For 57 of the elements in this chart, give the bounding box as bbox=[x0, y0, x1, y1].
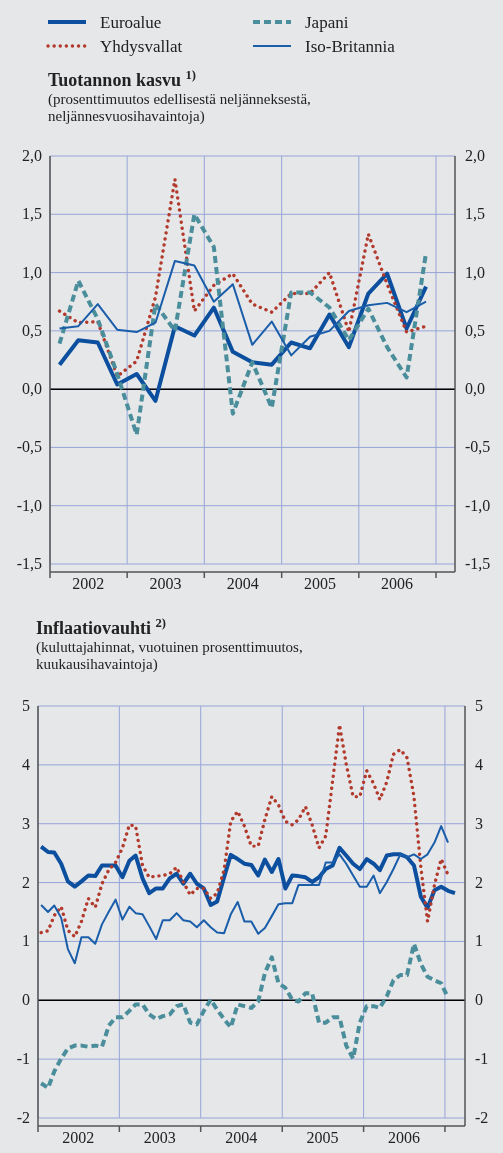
line-series bbox=[57, 212, 429, 437]
chart-subtitle: (kuluttajahinnat, vuotuinen prosenttimuutos, kuukausihavaintoja) bbox=[36, 639, 303, 673]
y-tick-label: 5 bbox=[22, 697, 30, 714]
y2-tick-label: 3 bbox=[475, 814, 483, 832]
y2-tick-label: -0,5 bbox=[465, 438, 491, 456]
y2-tick-label: 1,5 bbox=[465, 205, 485, 223]
y-tick-label: 2 bbox=[22, 873, 30, 891]
y-tick-label: 0 bbox=[22, 991, 30, 1009]
y2-tick-label: -2 bbox=[475, 1109, 489, 1126]
y-tick-label: -2 bbox=[16, 1109, 30, 1126]
y-tick-label: -1,5 bbox=[16, 555, 42, 572]
legend-label: Yhdysvallat bbox=[100, 37, 183, 56]
x-tick-label: 2006 bbox=[381, 575, 414, 592]
y2-tick-label: 5 bbox=[475, 697, 483, 714]
line-series bbox=[57, 177, 428, 379]
line-series bbox=[58, 259, 428, 357]
y2-tick-label: -1 bbox=[475, 1050, 489, 1068]
y-tick-label: 3 bbox=[22, 814, 30, 832]
y-tick-label: 0,5 bbox=[22, 321, 42, 339]
y2-tick-label: 2 bbox=[475, 873, 483, 891]
x-tick-label: 2005 bbox=[303, 575, 336, 592]
line-series bbox=[39, 941, 451, 1090]
line-series bbox=[40, 825, 450, 965]
y-tick-label: -1,0 bbox=[16, 496, 42, 514]
line-series bbox=[39, 844, 457, 910]
y2-tick-label: 1,0 bbox=[465, 263, 485, 281]
y2-tick-label: 2,0 bbox=[465, 147, 485, 164]
chart-title: Inflaatiovauhti $^{2)}$ bbox=[36, 616, 167, 638]
x-tick-label: 2003 bbox=[143, 1129, 176, 1146]
x-tick-label: 2004 bbox=[226, 575, 259, 592]
legend-label: Euroalue bbox=[100, 13, 162, 32]
y-tick-label: 1 bbox=[22, 932, 30, 950]
y2-tick-label: 1 bbox=[475, 932, 483, 950]
y2-tick-label: 0,0 bbox=[465, 380, 485, 398]
x-tick-label: 2006 bbox=[387, 1129, 420, 1146]
y2-tick-label: -1,5 bbox=[465, 555, 491, 572]
y2-tick-label: 0,5 bbox=[465, 321, 485, 339]
x-tick-label: 2002 bbox=[62, 1129, 95, 1146]
y-tick-label: 0,0 bbox=[22, 380, 42, 398]
x-tick-label: 2004 bbox=[225, 1129, 258, 1146]
y2-tick-label: 0 bbox=[475, 991, 483, 1009]
chart-subtitle: (prosenttimuutos edellisestä neljänneksestä, neljännesvuosihavaintoja) bbox=[48, 91, 311, 125]
y-tick-label: 2,0 bbox=[22, 147, 42, 164]
line-series bbox=[39, 723, 450, 939]
legend-label: Iso-Britannia bbox=[305, 37, 396, 56]
y2-tick-label: 4 bbox=[475, 755, 483, 773]
y-tick-label: -0,5 bbox=[16, 438, 42, 456]
y2-tick-label: -1,0 bbox=[465, 496, 491, 514]
x-tick-label: 2002 bbox=[72, 575, 105, 592]
y-tick-label: -1 bbox=[16, 1050, 30, 1068]
x-tick-label: 2005 bbox=[306, 1129, 339, 1146]
y-tick-label: 1,5 bbox=[22, 205, 42, 223]
y-tick-label: 1,0 bbox=[22, 263, 42, 281]
x-tick-label: 2003 bbox=[149, 575, 182, 592]
y-tick-label: 4 bbox=[22, 755, 30, 773]
legend-label: Japani bbox=[305, 13, 349, 32]
chart-title: Tuotannon kasvu $^{1)}$ bbox=[48, 68, 196, 90]
